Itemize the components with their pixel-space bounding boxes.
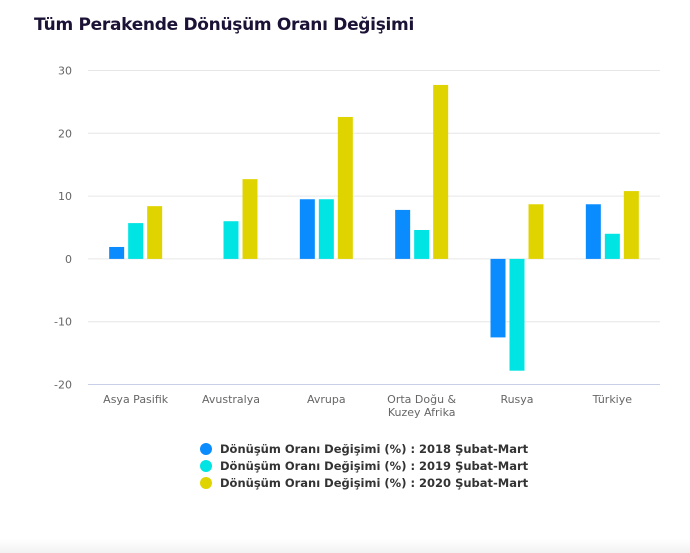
- x-tick-label: Türkiye: [592, 393, 633, 406]
- bar-3-3: [433, 84, 449, 259]
- bar-3-0: [147, 206, 163, 259]
- x-tick-label: Rusya: [500, 393, 533, 406]
- y-tick-label: 10: [58, 190, 72, 203]
- bar-1-4: [490, 258, 506, 338]
- legend-dot-icon: [200, 459, 212, 472]
- bar-2-3: [414, 230, 430, 259]
- bar-3-1: [242, 179, 258, 259]
- legend-label: Dönüşüm Oranı Değişimi (%) : 2020 Şubat-…: [220, 475, 529, 490]
- bar-chart: 30 20 10 0 -10 -20 Asya Pasifik Avustralya Avrup…: [54, 65, 660, 419]
- bar-1-0: [109, 246, 125, 259]
- chart-title: Tüm Perakende Dönüşüm Oranı Değişimi: [34, 15, 414, 35]
- bar-2-1: [223, 221, 239, 259]
- y-tick-label: -10: [54, 316, 72, 329]
- bar-2-5: [604, 233, 620, 259]
- x-tick-label: Orta Doğu &: [387, 393, 456, 406]
- legend: Dönüşüm Oranı Değişimi (%) : 2018 Şubat-…: [200, 440, 528, 491]
- legend-dot-icon: [200, 442, 212, 455]
- bar-2-0: [128, 223, 144, 259]
- legend-label: Dönüşüm Oranı Değişimi (%) : 2019 Şubat-…: [220, 458, 529, 473]
- legend-item[interactable]: Dönüşüm Oranı Değişimi (%) : 2019 Şubat-…: [200, 457, 528, 474]
- y-tick-label: 30: [58, 65, 72, 78]
- y-tick-label: -20: [54, 379, 72, 392]
- x-tick-label: Avrupa: [307, 393, 346, 406]
- x-tick-label: Avustralya: [202, 393, 260, 406]
- bar-3-2: [337, 116, 353, 259]
- y-tick-label: 0: [65, 253, 72, 266]
- legend-dot-icon: [200, 476, 212, 489]
- y-tick-label: 20: [58, 127, 72, 140]
- bar-2-4: [509, 258, 525, 371]
- legend-label: Dönüşüm Oranı Değişimi (%) : 2018 Şubat-…: [220, 441, 529, 456]
- x-tick-label: Asya Pasifik: [103, 393, 169, 406]
- legend-item[interactable]: Dönüşüm Oranı Değişimi (%) : 2020 Şubat-…: [200, 474, 528, 491]
- bar-3-5: [623, 191, 639, 259]
- bar-3-4: [528, 204, 544, 259]
- footer-shadow: [0, 539, 690, 553]
- legend-item[interactable]: Dönüşüm Oranı Değişimi (%) : 2018 Şubat-…: [200, 440, 528, 457]
- x-tick-label: Kuzey Afrika: [388, 406, 456, 419]
- bar-1-3: [395, 209, 411, 259]
- bar-1-2: [299, 199, 315, 259]
- bar-1-5: [585, 204, 601, 259]
- bar-2-2: [318, 199, 334, 259]
